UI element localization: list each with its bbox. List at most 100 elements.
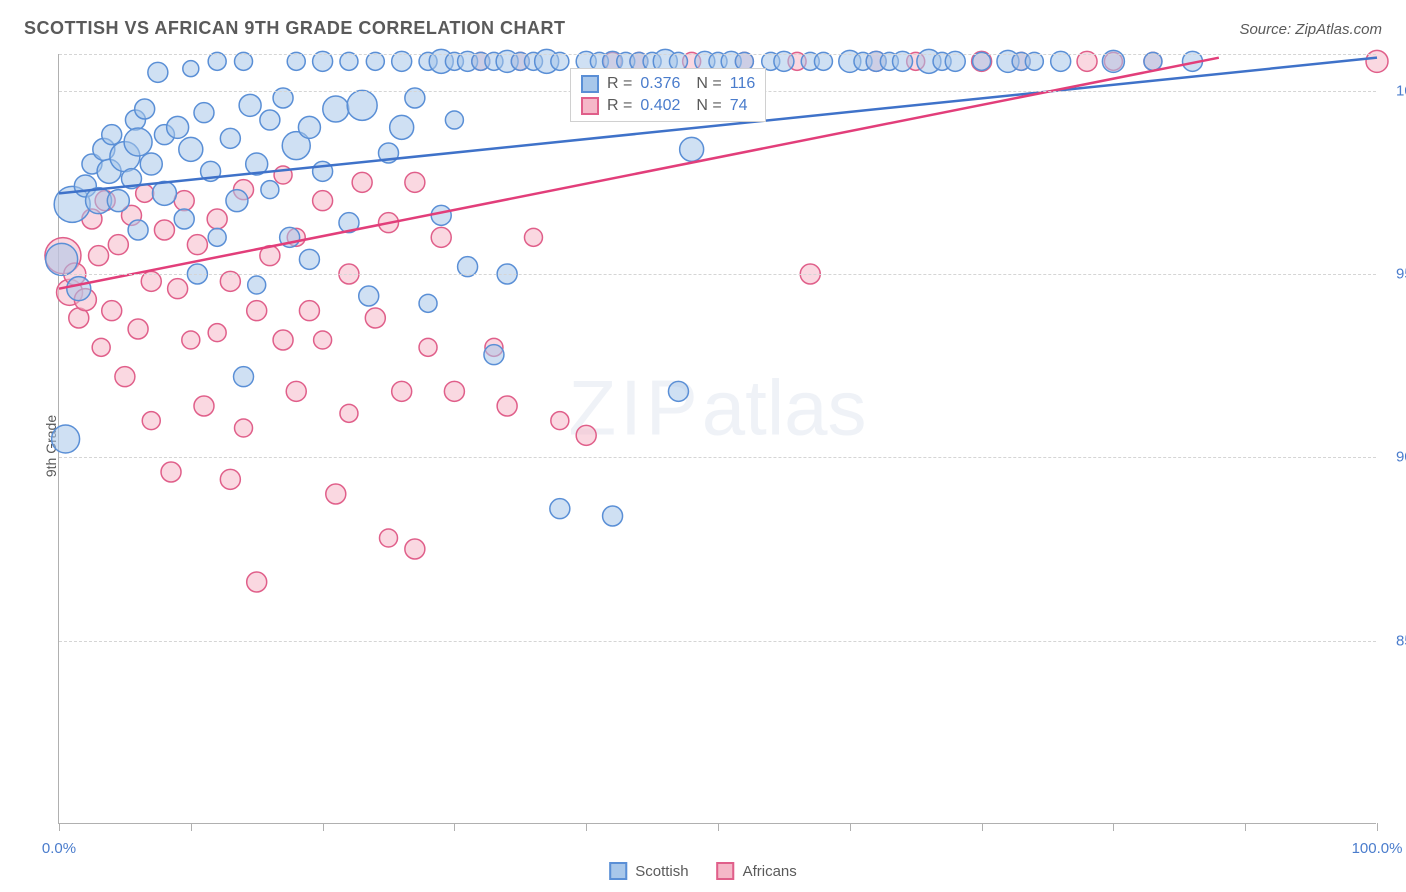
- data-point-scottish: [261, 181, 279, 199]
- data-point-scottish: [603, 506, 623, 526]
- data-point-scottish: [680, 137, 704, 161]
- data-point-africans: [405, 539, 425, 559]
- data-point-scottish: [484, 345, 504, 365]
- legend-item-scottish: Scottish: [609, 862, 688, 880]
- chart-title: SCOTTISH VS AFRICAN 9TH GRADE CORRELATIO…: [24, 18, 566, 39]
- data-point-africans: [326, 484, 346, 504]
- data-point-scottish: [179, 137, 203, 161]
- data-point-scottish: [814, 52, 832, 70]
- data-point-africans: [136, 184, 154, 202]
- stats-row-africans: R = 0.402 N = 74: [581, 95, 755, 117]
- data-point-africans: [299, 301, 319, 321]
- data-point-africans: [187, 235, 207, 255]
- data-point-scottish: [226, 190, 248, 212]
- data-point-scottish: [973, 52, 991, 70]
- data-point-scottish: [347, 90, 377, 120]
- data-point-africans: [174, 191, 194, 211]
- data-point-africans: [108, 235, 128, 255]
- y-tick-label: 90.0%: [1380, 449, 1406, 466]
- data-point-africans: [92, 338, 110, 356]
- data-point-scottish: [107, 190, 129, 212]
- data-point-scottish: [298, 116, 320, 138]
- data-point-scottish: [340, 52, 358, 70]
- data-point-scottish: [52, 425, 80, 453]
- data-point-africans: [314, 331, 332, 349]
- data-point-africans: [235, 419, 253, 437]
- data-point-scottish: [128, 220, 148, 240]
- data-point-scottish: [551, 52, 569, 70]
- data-point-africans: [220, 469, 240, 489]
- data-point-scottish: [390, 115, 414, 139]
- scatter-svg: [59, 54, 1376, 823]
- data-point-scottish: [419, 294, 437, 312]
- data-point-scottish: [366, 52, 384, 70]
- data-point-scottish: [124, 128, 152, 156]
- data-point-africans: [142, 412, 160, 430]
- legend-item-africans: Africans: [717, 862, 797, 880]
- source-attribution: Source: ZipAtlas.com: [1239, 21, 1382, 38]
- stats-legend: R = 0.376 N = 116 R = 0.402 N = 74: [570, 68, 766, 122]
- plot-area: ZIPatlas 100.0%95.0%90.0%85.0%0.0%100.0%: [58, 54, 1376, 824]
- data-point-africans: [194, 396, 214, 416]
- swatch-africans-icon: [717, 862, 735, 880]
- data-point-scottish: [1025, 52, 1043, 70]
- data-point-scottish: [287, 52, 305, 70]
- stats-row-scottish: R = 0.376 N = 116: [581, 73, 755, 95]
- data-point-scottish: [67, 277, 91, 301]
- data-point-africans: [154, 220, 174, 240]
- data-point-africans: [102, 301, 122, 321]
- data-point-scottish: [431, 205, 451, 225]
- data-point-africans: [89, 246, 109, 266]
- data-point-scottish: [1144, 52, 1162, 70]
- data-point-scottish: [550, 499, 570, 519]
- data-point-scottish: [140, 153, 162, 175]
- header-bar: SCOTTISH VS AFRICAN 9TH GRADE CORRELATIO…: [24, 18, 1382, 39]
- swatch-africans: [581, 97, 599, 115]
- data-point-africans: [405, 172, 425, 192]
- data-point-africans: [340, 404, 358, 422]
- data-point-scottish: [183, 61, 199, 77]
- data-point-africans: [207, 209, 227, 229]
- data-point-scottish: [248, 276, 266, 294]
- y-tick-label: 85.0%: [1380, 632, 1406, 649]
- data-point-africans: [247, 572, 267, 592]
- data-point-scottish: [152, 181, 176, 205]
- data-point-africans: [161, 462, 181, 482]
- data-point-africans: [313, 191, 333, 211]
- data-point-scottish: [208, 228, 226, 246]
- data-point-scottish: [260, 110, 280, 130]
- data-point-africans: [576, 425, 596, 445]
- data-point-scottish: [359, 286, 379, 306]
- data-point-africans: [497, 396, 517, 416]
- data-point-africans: [168, 279, 188, 299]
- data-point-africans: [551, 412, 569, 430]
- data-point-africans: [182, 331, 200, 349]
- data-point-africans: [419, 338, 437, 356]
- swatch-scottish-icon: [609, 862, 627, 880]
- data-point-africans: [286, 381, 306, 401]
- y-tick-label: 100.0%: [1380, 82, 1406, 99]
- data-point-scottish: [174, 209, 194, 229]
- data-point-africans: [115, 367, 135, 387]
- data-point-africans: [352, 172, 372, 192]
- data-point-scottish: [167, 116, 189, 138]
- y-tick-label: 95.0%: [1380, 266, 1406, 283]
- series-legend: Scottish Africans: [609, 862, 797, 880]
- swatch-scottish: [581, 75, 599, 93]
- data-point-africans: [365, 308, 385, 328]
- data-point-scottish: [194, 103, 214, 123]
- data-point-africans: [247, 301, 267, 321]
- data-point-scottish: [299, 249, 319, 269]
- data-point-africans: [524, 228, 542, 246]
- data-point-africans: [273, 330, 293, 350]
- data-point-africans: [128, 319, 148, 339]
- data-point-scottish: [668, 381, 688, 401]
- data-point-scottish: [220, 128, 240, 148]
- data-point-africans: [431, 227, 451, 247]
- x-tick-label: 100.0%: [1352, 840, 1403, 857]
- data-point-scottish: [208, 52, 226, 70]
- data-point-scottish: [46, 243, 78, 275]
- data-point-scottish: [235, 52, 253, 70]
- x-tick-label: 0.0%: [42, 840, 76, 857]
- data-point-scottish: [445, 111, 463, 129]
